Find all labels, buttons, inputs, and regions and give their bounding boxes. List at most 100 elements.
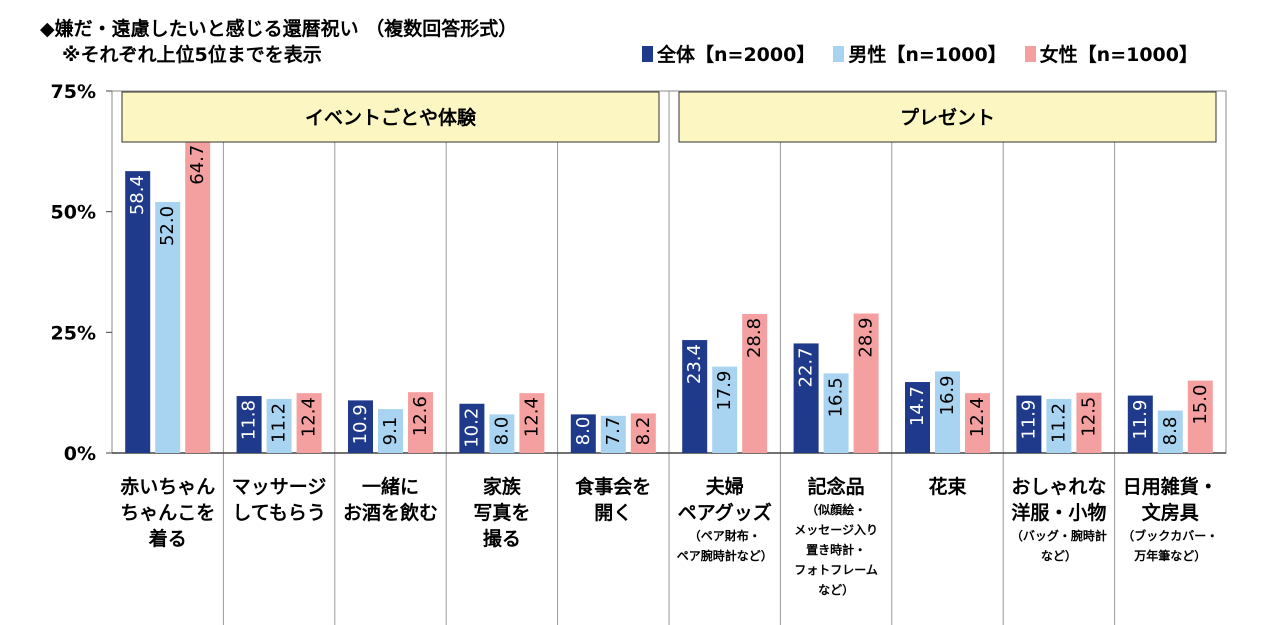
bar [348,400,373,453]
category-label: 食事会を 開く [558,474,669,526]
category-label-line: 撮る [482,528,521,550]
bar [600,415,626,453]
bar [793,343,819,453]
bar-value-label: 28.8 [744,318,765,358]
category-label-note: フォトフレーム [794,563,878,577]
category-label-line: 記念品 [807,476,865,498]
bar [489,414,515,453]
legend-label-female: 女性【n=1000】 [1039,44,1198,66]
category-label-note: など） [1040,549,1077,563]
bar [853,313,879,453]
bar-value-label: 16.5 [826,377,847,417]
bar [1016,395,1042,453]
bar [519,393,545,453]
bar [682,340,708,453]
category-label: 家族 写真を 撮る [446,474,557,552]
bar [742,313,768,453]
bar-value-label: 8.0 [491,417,512,446]
bar-value-label: 14.7 [907,386,928,426]
legend-item-male: 男性【n=1000】 [833,40,1007,67]
group-header-box [678,91,1217,143]
bar [1157,410,1183,453]
category-label: 一緒に お酒を飲む [335,474,446,526]
category-label: 記念品 （似顔絵・ メッセージ入り 置き時計・ フォトフレーム など） [780,474,891,600]
category-label-line: 赤いちゃん [120,476,216,498]
bar [712,366,738,453]
category-label: マッサージ してもらう [223,474,334,526]
category-label-note: 万年筆など） [1134,549,1207,563]
category-label-note: （バッグ・腕時計 [1010,529,1107,543]
bar-value-label: 64.7 [187,145,208,185]
category-label-line: お酒を飲む [342,502,438,524]
bar-value-label: 23.4 [684,344,705,384]
category-label-line: 開く [594,502,633,524]
category-label: 花束 [892,474,1003,500]
y-tick-label: 25% [51,322,96,344]
category-label-line: 一緒に [361,476,419,498]
category-label: おしゃれな洋服・小物 （バッグ・腕時計 など） [1003,474,1114,566]
bar [1127,395,1153,453]
legend: 全体【n=2000】 男性【n=1000】 女性【n=1000】 [642,40,1198,67]
legend-swatch-female [1024,45,1036,62]
category-label-line: 家族 [482,476,521,498]
bar-value-label: 8.8 [1160,417,1181,446]
category-label-note: ペア腕時計など） [676,549,773,563]
chart-subtitle: ※それぞれ上位5位までを表示 [62,44,322,66]
bar-value-label: 12.4 [299,397,320,437]
category-label-line: おしゃれな [1011,476,1107,498]
y-tick-label: 50% [51,202,96,224]
category-label-line: 文房具 [1141,502,1199,524]
category-label: 夫婦 ペアグッズ （ペア財布・ ペア腕時計など） [669,474,780,566]
bar [296,393,322,453]
legend-item-all: 全体【n=2000】 [642,40,815,67]
bar-value-label: 12.4 [967,397,988,437]
bar [935,371,960,453]
bar-value-label: 10.9 [350,404,371,444]
category-label-note: 置き時計・ [806,543,867,557]
bar [823,373,849,453]
bar-value-label: 12.5 [1078,397,1099,437]
bar-value-label: 9.1 [380,417,401,446]
bar [459,403,485,453]
legend-swatch-all [642,45,654,62]
category-label-line: してもらう [232,502,326,524]
y-tick-label: 0% [64,443,96,465]
legend-label-all: 全体【n=2000】 [657,44,816,66]
bar [236,396,262,453]
bar-value-label: 11.2 [269,403,290,443]
bar [1187,380,1213,453]
category-label-line: 日用雑貨・ [1122,476,1218,498]
category-label-line: ちゃんこを [120,502,216,524]
bar-value-label: 7.7 [603,417,624,446]
group-header-box [121,91,660,143]
group-header-label: イベントごとや体験 [305,106,477,129]
category-label-line: 着る [148,528,187,550]
category-label-note: （ペア財布・ [688,529,761,543]
bar [630,413,656,453]
bar-value-label: 11.9 [1018,400,1039,440]
bar-value-label: 12.4 [521,397,542,437]
bar-value-label: 11.9 [1130,400,1151,440]
legend-swatch-male [833,45,845,62]
category-label-line: 食事会を [575,476,652,498]
category-label-line: ペアグッズ [677,502,772,524]
bar [266,398,292,453]
bar [965,393,990,453]
bar [378,409,403,453]
chart-title: ◆嫌だ・遠慮したいと感じる還暦祝い （複数回答形式） [40,18,518,40]
category-label-line: 写真を [473,502,531,524]
bar-value-label: 8.0 [573,417,594,446]
bar-value-label: 10.2 [461,408,482,448]
category-label-note: など） [818,583,855,597]
bar [185,140,211,453]
y-tick-label: 75% [51,81,96,103]
bar-value-label: 15.0 [1190,385,1211,425]
legend-item-female: 女性【n=1000】 [1024,40,1198,67]
category-label-line: 洋服・小物 [1011,502,1107,524]
bar-value-label: 17.9 [714,371,735,411]
bar [570,414,596,453]
bar-value-label: 11.8 [239,400,260,440]
bar [1076,392,1102,453]
bar-value-label: 52.0 [157,206,178,246]
